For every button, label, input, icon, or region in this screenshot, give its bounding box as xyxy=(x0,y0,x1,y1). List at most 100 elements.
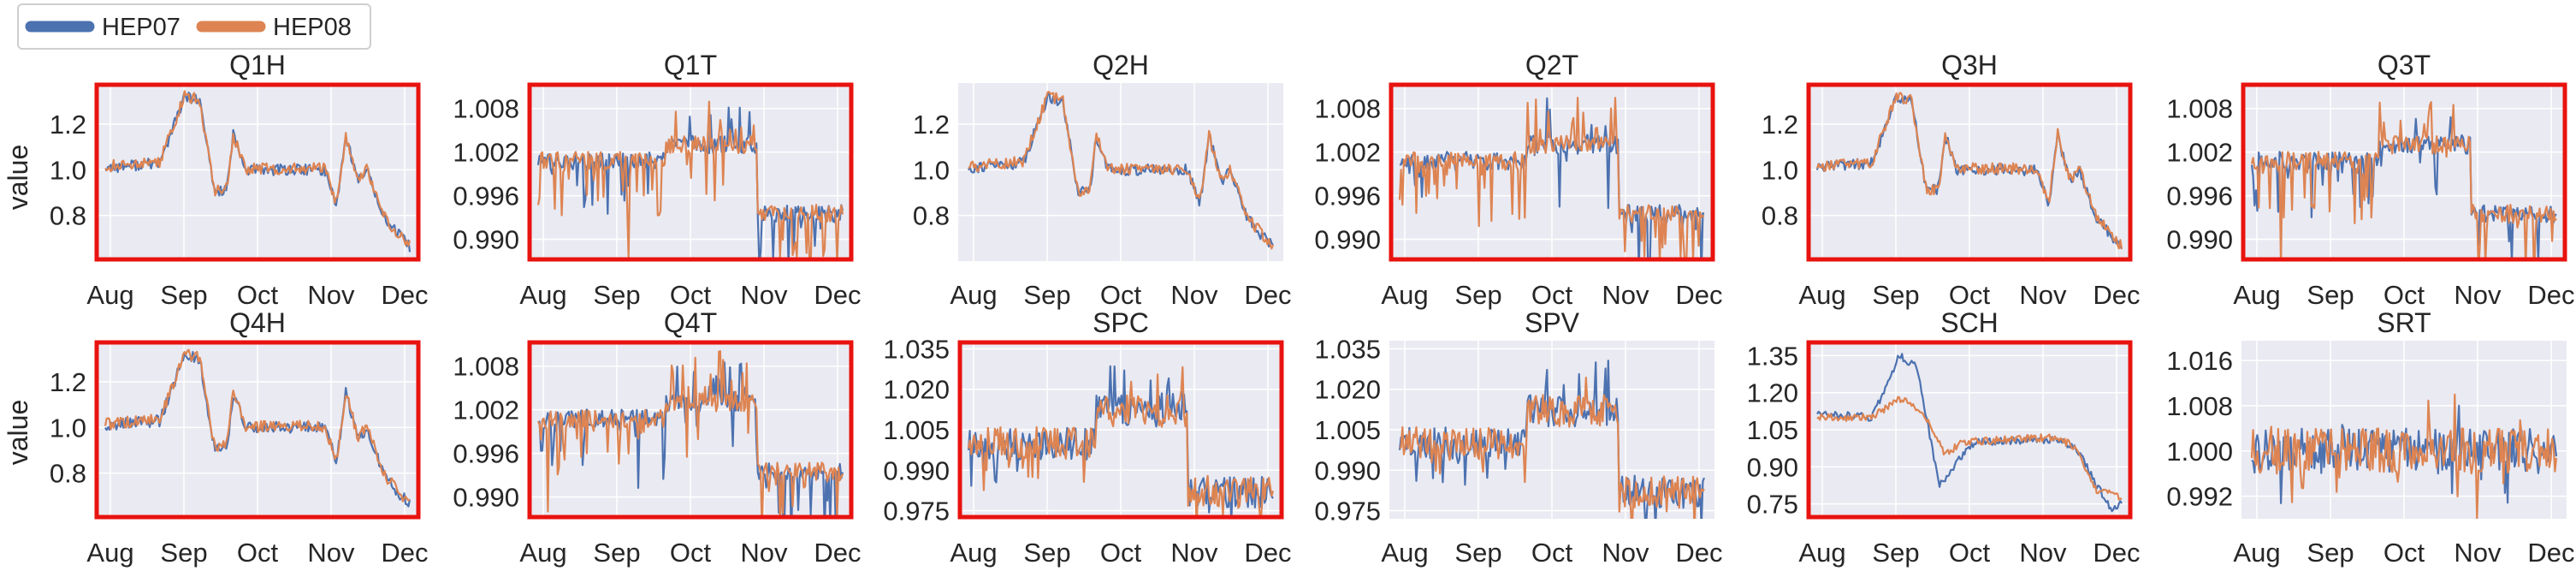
y-tick-label: 1.005 xyxy=(883,415,950,445)
y-tick-label: 1.008 xyxy=(453,94,519,124)
subplot-title: Q2H xyxy=(1093,50,1149,80)
subplot-title: SRT xyxy=(2377,307,2431,338)
x-tick-label: Oct xyxy=(1100,280,1142,310)
x-tick-label: Aug xyxy=(2233,538,2280,568)
x-tick-label: Nov xyxy=(1602,280,1649,310)
series-line-hep08 xyxy=(1815,92,2123,250)
y-tick-label: 1.035 xyxy=(1314,334,1381,364)
x-tick-label: Oct xyxy=(1100,538,1142,568)
legend-svg: HEP07 HEP08 xyxy=(25,14,352,41)
subplot-q1t: 0.990 0.996 1.002 1.008 Aug Sep Oct Nov Dec Q1T xyxy=(453,50,861,310)
y-tick-label: 0.975 xyxy=(1314,497,1381,526)
subplot-title: Q2T xyxy=(1525,50,1578,80)
x-tick-label: Dec xyxy=(814,280,861,310)
subplot-title: Q1T xyxy=(664,50,717,80)
x-tick-label: Aug xyxy=(2233,280,2280,310)
panels: 0.8 1.0 1.2 Aug Sep Oct Nov Dec Q1H 0.990 0.996 1.0… xyxy=(50,50,2575,568)
series-line-hep08 xyxy=(1399,377,1705,519)
x-tick-label: Oct xyxy=(670,280,712,310)
subplot-q4h: 0.8 1.0 1.2 Aug Sep Oct Nov Dec Q4H xyxy=(50,307,429,568)
x-tick-label: Nov xyxy=(2454,538,2502,568)
x-tick-label: Nov xyxy=(1170,280,1218,310)
y-tick-label: 1.008 xyxy=(2166,94,2233,124)
x-tick-label: Dec xyxy=(1675,280,1722,310)
y-tick-label: 0.990 xyxy=(883,455,950,485)
subplot-q4t: 0.990 0.996 1.002 1.008 Aug Sep Oct Nov Dec Q4T xyxy=(453,307,861,568)
series-line-hep08 xyxy=(537,350,844,519)
y-tick-label: 1.0 xyxy=(1762,155,1798,185)
x-tick-label: Sep xyxy=(160,538,207,568)
highlight-frame xyxy=(1806,82,2133,262)
subplot-title: SPC xyxy=(1093,307,1149,338)
x-tick-label: Dec xyxy=(381,280,428,310)
row1-ylabel: value xyxy=(3,145,33,211)
x-tick-label: Nov xyxy=(2019,538,2067,568)
row2-ylabel: value xyxy=(3,400,33,466)
x-tick-label: Aug xyxy=(1381,538,1428,568)
x-tick-label: Nov xyxy=(307,280,355,310)
x-tick-label: Sep xyxy=(593,538,640,568)
y-tick-label: 1.0 xyxy=(50,155,86,185)
highlight-frame xyxy=(1389,82,1715,262)
y-tick-label: 1.002 xyxy=(453,138,519,168)
y-tick-label: 1.035 xyxy=(883,334,950,364)
y-tick-label: 1.20 xyxy=(1747,378,1798,408)
x-tick-label: Sep xyxy=(1023,538,1070,568)
x-tick-label: Aug xyxy=(519,280,566,310)
y-tick-label: 1.0 xyxy=(50,413,86,443)
y-tick-label: 0.990 xyxy=(1314,225,1381,255)
x-tick-label: Sep xyxy=(1454,538,1501,568)
y-tick-label: 0.990 xyxy=(2166,225,2233,255)
x-tick-label: Dec xyxy=(381,538,428,568)
y-tick-label: 0.8 xyxy=(1762,201,1798,231)
y-tick-label: 0.996 xyxy=(453,181,519,211)
x-tick-label: Oct xyxy=(237,538,279,568)
x-tick-label: Sep xyxy=(1872,280,1919,310)
x-tick-label: Aug xyxy=(86,538,133,568)
y-tick-label: 1.016 xyxy=(2166,346,2233,376)
y-tick-label: 1.002 xyxy=(1314,138,1381,168)
y-tick-label: 0.990 xyxy=(453,225,519,255)
x-tick-label: Sep xyxy=(1872,538,1919,568)
x-tick-label: Oct xyxy=(670,538,712,568)
x-tick-label: Oct xyxy=(1949,280,1991,310)
y-tick-label: 1.020 xyxy=(1314,375,1381,405)
subplot-srt: 0.992 1.000 1.008 1.016 Aug Sep Oct Nov Dec SRT xyxy=(2166,307,2574,568)
x-tick-label: Aug xyxy=(519,538,566,568)
subplot-title: Q4H xyxy=(229,307,286,338)
highlight-frame xyxy=(1806,340,2133,520)
y-tick-label: 1.0 xyxy=(913,155,950,185)
x-tick-label: Nov xyxy=(307,538,355,568)
y-tick-label: 0.990 xyxy=(453,483,519,513)
x-tick-label: Sep xyxy=(1454,280,1501,310)
series-line-hep08 xyxy=(1398,97,1705,261)
x-tick-label: Nov xyxy=(1170,538,1218,568)
subplot-title: Q1H xyxy=(229,50,286,80)
x-tick-label: Aug xyxy=(1798,538,1845,568)
highlight-frame xyxy=(94,340,421,520)
x-tick-label: Oct xyxy=(2384,280,2425,310)
x-tick-label: Dec xyxy=(2093,538,2140,568)
x-tick-label: Aug xyxy=(86,280,133,310)
y-tick-label: 0.8 xyxy=(50,459,86,489)
subplot-spc: 0.975 0.990 1.005 1.020 1.035 Aug Sep Oct Nov Dec… xyxy=(883,307,1291,568)
y-tick-label: 0.75 xyxy=(1747,490,1798,520)
highlight-frame xyxy=(2241,82,2567,262)
x-tick-label: Sep xyxy=(160,280,207,310)
series-line-hep07 xyxy=(967,365,1274,519)
x-tick-label: Sep xyxy=(593,280,640,310)
y-tick-label: 1.002 xyxy=(453,396,519,425)
y-tick-label: 1.008 xyxy=(453,352,519,382)
y-tick-label: 0.975 xyxy=(883,497,950,526)
series-line-hep08 xyxy=(1816,396,2123,501)
x-tick-label: Nov xyxy=(740,538,788,568)
x-tick-label: Dec xyxy=(2527,280,2574,310)
y-tick-label: 1.2 xyxy=(913,110,950,140)
legend: HEP07 HEP08 xyxy=(17,3,371,50)
subplot-spv: 0.975 0.990 1.005 1.020 1.035 Aug Sep Oct Nov Dec… xyxy=(1314,307,1722,568)
x-tick-label: Nov xyxy=(740,280,788,310)
subplot-q1h: 0.8 1.0 1.2 Aug Sep Oct Nov Dec Q1H xyxy=(50,50,429,310)
y-tick-label: 1.000 xyxy=(2166,437,2233,467)
x-tick-label: Oct xyxy=(2384,538,2425,568)
series-line-hep08 xyxy=(2250,101,2557,261)
